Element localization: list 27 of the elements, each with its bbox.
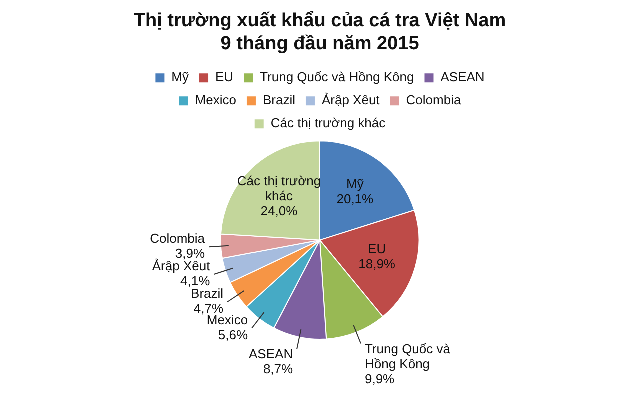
legend-label: Ảrập Xêut <box>322 92 380 108</box>
legend-label: Các thị trường khác <box>270 116 386 131</box>
data-label: 4,1% <box>180 274 211 289</box>
data-label: 18,9% <box>358 256 396 272</box>
legend-label: Brazil <box>262 92 296 108</box>
legend-label: Mexico <box>195 92 236 108</box>
data-label: 9,9% <box>364 371 396 386</box>
slice-label: Trung Quốc và Hồng Kông <box>364 341 452 372</box>
legend-label: ASEAN <box>440 70 485 85</box>
slice-label: Các thị trường khác <box>237 174 322 204</box>
data-label: 20,1% <box>336 191 374 206</box>
slice-label: Mỹ <box>346 176 364 192</box>
slice-label: Colombia <box>150 231 206 246</box>
data-label: 8,7% <box>263 362 294 377</box>
legend-label: Mỹ <box>172 70 190 85</box>
legend-label: Colombia <box>406 92 462 108</box>
slice-label: EU <box>368 241 386 256</box>
slice-label: ASEAN <box>249 346 294 362</box>
slice-label: Ảrập Xêut <box>152 258 211 274</box>
slice-label: Brazil <box>191 286 224 302</box>
legend-label: EU <box>216 70 234 85</box>
chart-title: Thị trường xuất khẩu của cá tra Việt Nam <box>134 10 506 32</box>
legend-label: Trung Quốc và Hồng Kông <box>260 70 414 85</box>
chart-subtitle: 9 tháng đầu năm 2015 <box>220 33 420 54</box>
data-label: 24,0% <box>260 204 298 219</box>
data-label: 5,6% <box>218 327 248 342</box>
data-label: 3,9% <box>175 246 206 262</box>
